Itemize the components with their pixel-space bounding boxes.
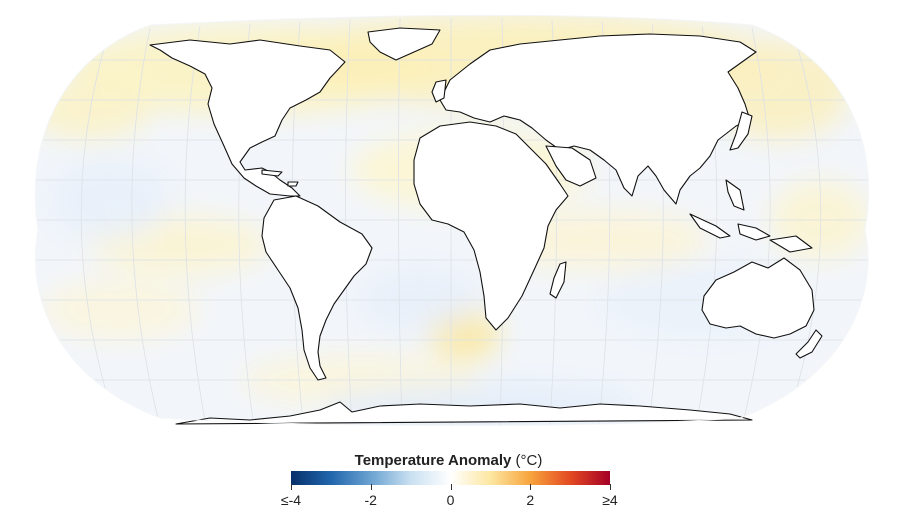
legend-tick-mark — [370, 484, 372, 490]
legend-tick-label: ≤-4 — [280, 492, 302, 508]
globe-edge — [34, 14, 870, 426]
arabian-peninsula — [545, 145, 597, 187]
legend-unit: (°C) — [515, 452, 543, 469]
australia — [701, 257, 815, 339]
legend-tick-mark — [610, 484, 611, 490]
new-zealand — [795, 329, 823, 359]
british-isles — [431, 79, 447, 103]
legend-tick-label: 0 — [446, 492, 455, 508]
legend-tick-label: 2 — [526, 492, 535, 508]
legend-title: Temperature Anomaly (°C) — [0, 452, 897, 469]
southeast-asia-islands — [689, 179, 813, 253]
legend-tick-mark — [530, 484, 532, 490]
africa — [413, 121, 569, 331]
madagascar — [549, 261, 567, 299]
legend-tick-mark — [450, 484, 452, 490]
legend-tick-label: ≥4 — [602, 492, 618, 508]
temperature-anomaly-map — [34, 14, 870, 426]
legend-title-text: Temperature Anomaly — [354, 452, 512, 469]
antarctica — [175, 401, 753, 425]
color-legend: Temperature Anomaly (°C) ≤-4 -2 0 2 ≥4 — [0, 444, 897, 516]
greenland — [367, 27, 441, 61]
coastlines — [149, 27, 823, 425]
legend-tick-mark — [291, 484, 292, 490]
south-america — [261, 195, 373, 381]
color-scale-bar — [291, 471, 610, 485]
caribbean-islands — [261, 169, 299, 187]
eurasia — [439, 33, 757, 205]
legend-tick-label: -2 — [364, 492, 377, 508]
japan — [729, 111, 753, 151]
